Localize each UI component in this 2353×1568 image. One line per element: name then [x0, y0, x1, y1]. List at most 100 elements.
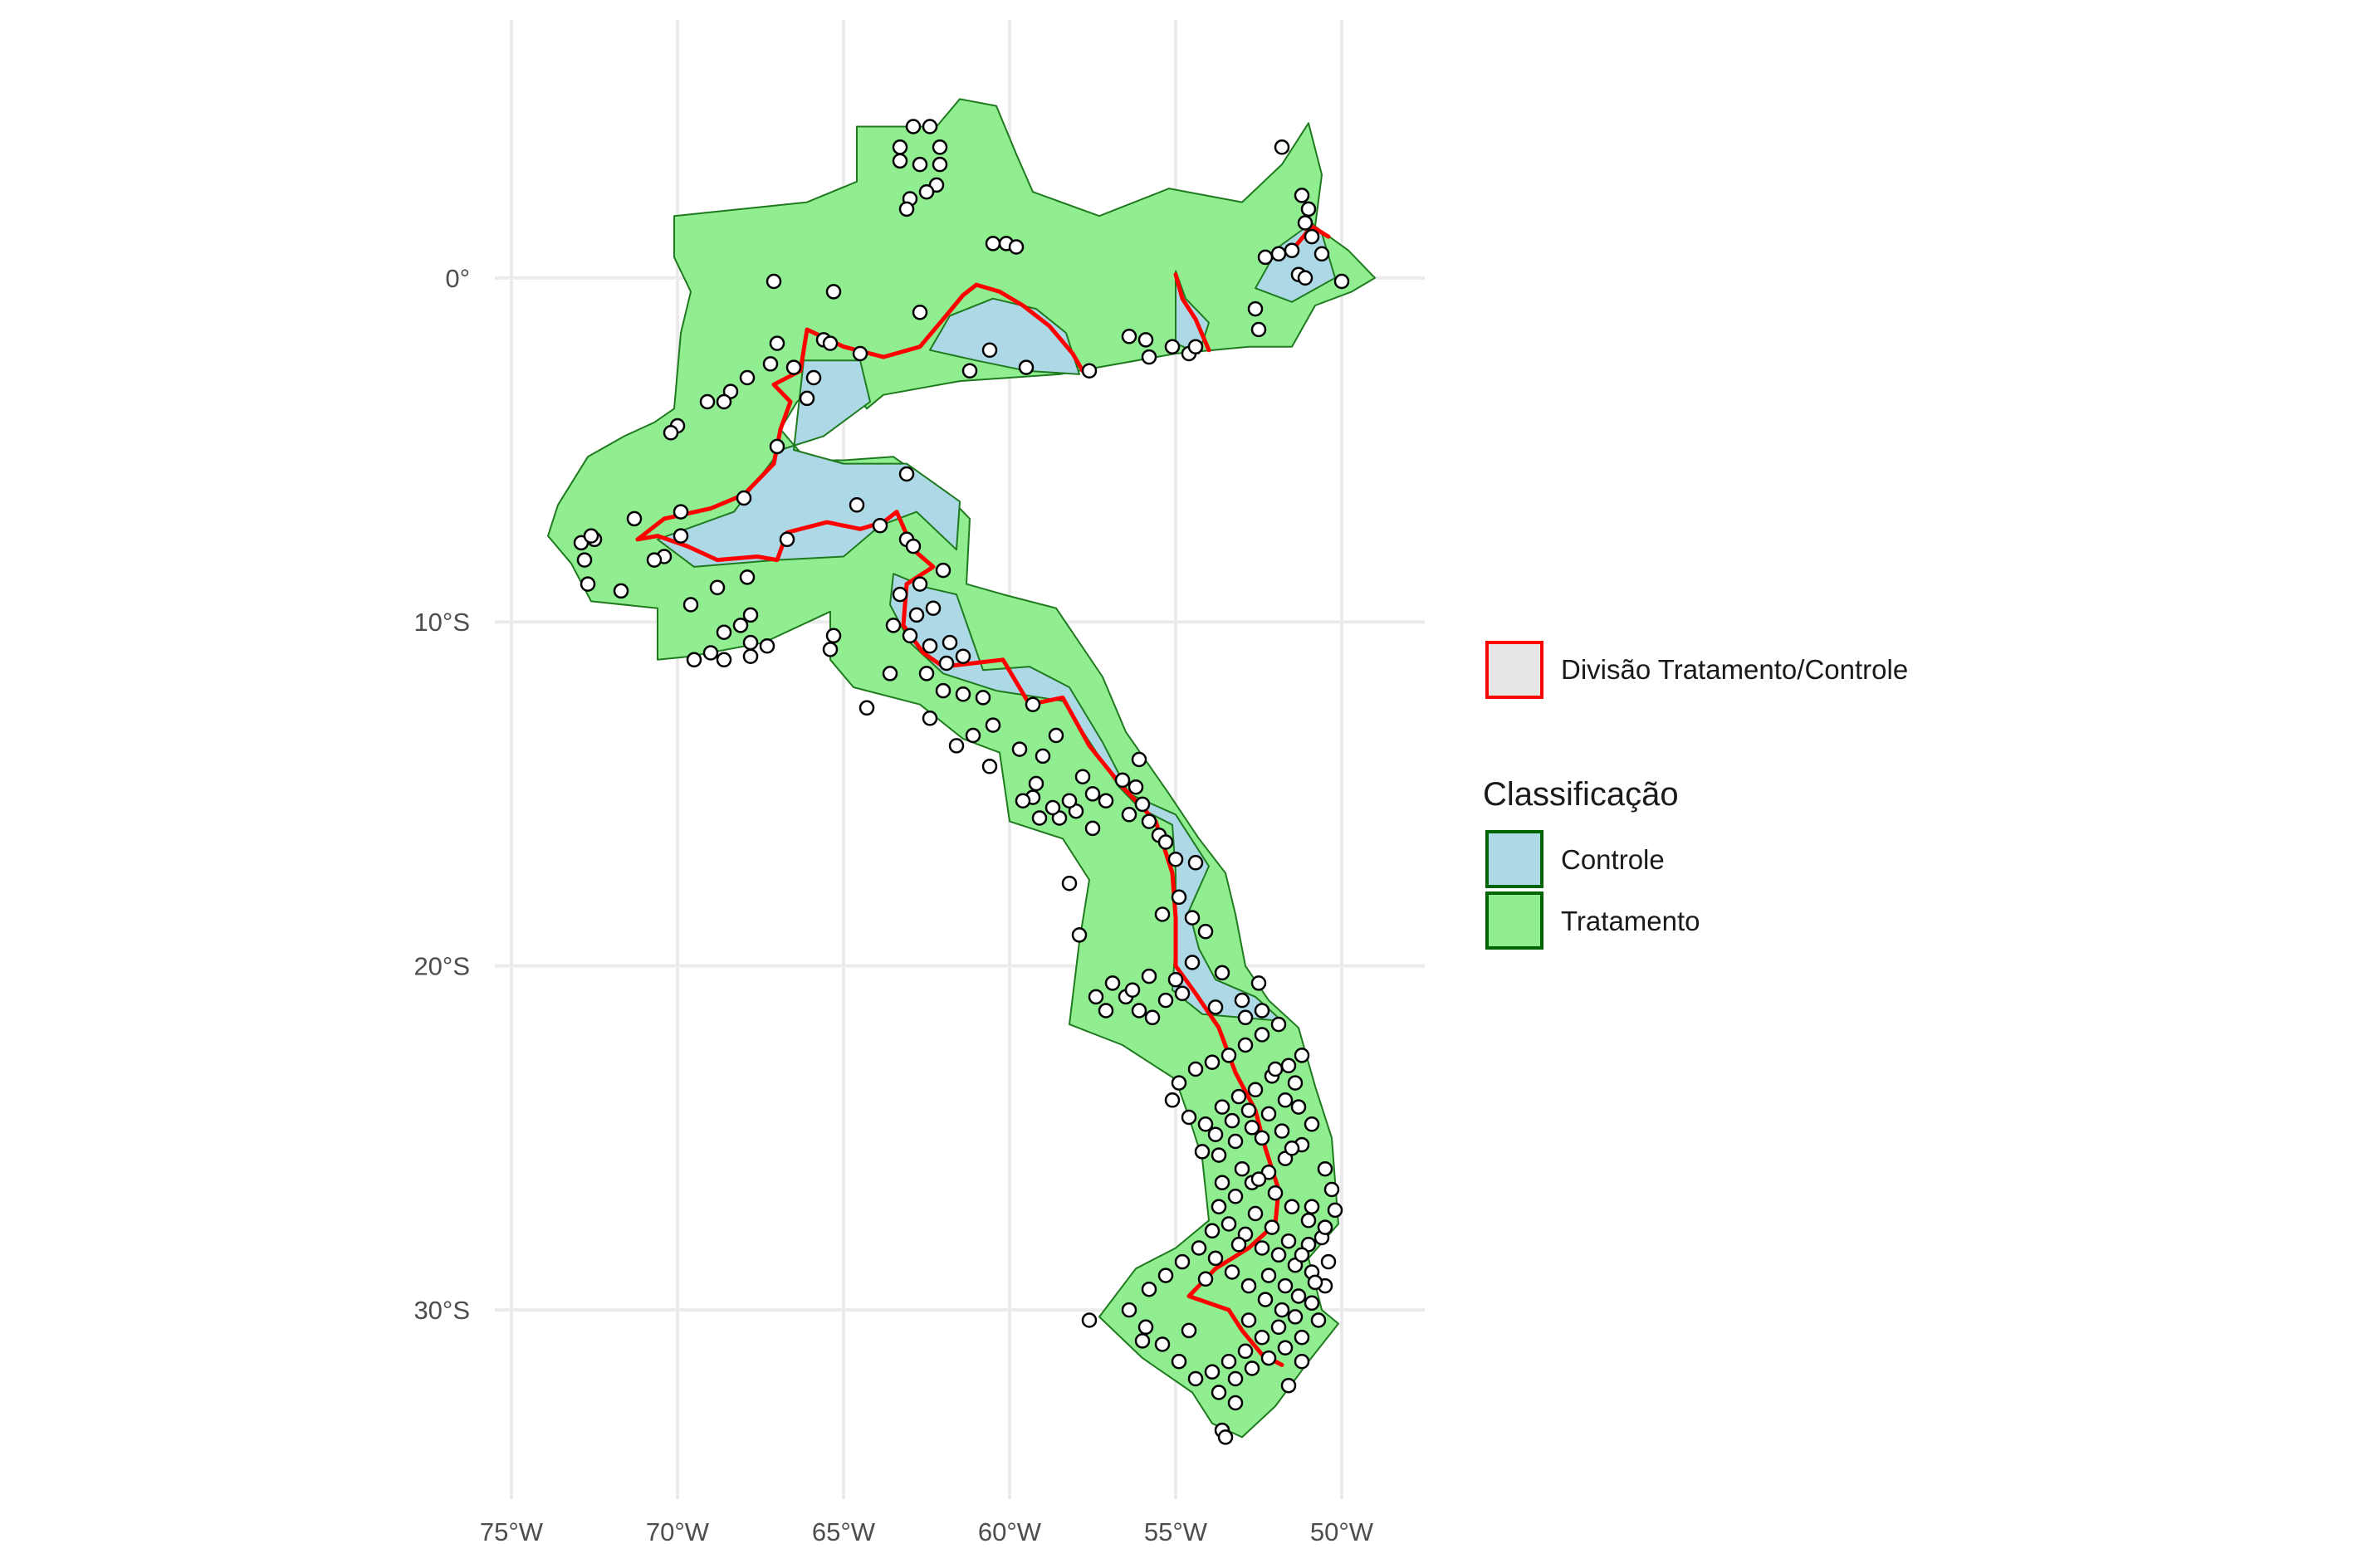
municipality-point: [673, 504, 689, 520]
municipality-point: [1011, 741, 1028, 757]
municipality-point: [925, 600, 942, 616]
y-axis-labels: 0° 10°S 20°S 30°S: [413, 264, 470, 1325]
municipality-point: [1187, 339, 1204, 354]
municipality-point: [1327, 1202, 1343, 1219]
municipality-point: [1230, 1088, 1247, 1105]
municipality-point: [1204, 1223, 1221, 1239]
municipality-point: [1221, 1353, 1237, 1370]
municipality-point: [1061, 793, 1078, 808]
municipality-point: [739, 369, 756, 386]
municipality-point: [852, 345, 868, 362]
municipality-point: [1297, 215, 1313, 231]
municipality-point: [1121, 329, 1137, 344]
legend-division-key: [1485, 641, 1543, 699]
municipality-point: [1274, 1123, 1290, 1139]
municipality-point: [922, 119, 938, 134]
municipality-point: [961, 363, 978, 379]
municipality-point: [918, 183, 935, 200]
municipality-point: [859, 700, 875, 716]
municipality-point: [1084, 820, 1101, 837]
municipality-point: [1171, 1353, 1187, 1370]
municipality-point: [1290, 1288, 1307, 1304]
y-tick-label: 10°S: [413, 608, 470, 637]
municipality-point: [1048, 727, 1064, 744]
municipality-point: [613, 583, 629, 599]
municipality-point: [766, 273, 782, 290]
municipality-point: [799, 390, 815, 407]
municipality-point: [898, 201, 915, 217]
municipality-point: [908, 607, 925, 623]
municipality-point: [1240, 1312, 1257, 1328]
municipality-point: [885, 618, 902, 633]
municipality-point: [1294, 188, 1310, 203]
municipality-point: [1134, 796, 1151, 813]
municipality-point: [1280, 1058, 1297, 1074]
municipality-point: [918, 666, 935, 681]
municipality-point: [872, 517, 888, 534]
municipality-point: [1157, 834, 1174, 850]
municipality-points: [573, 119, 1350, 1445]
municipality-point: [955, 648, 971, 664]
municipality-point: [1294, 1048, 1310, 1063]
municipality-point: [1257, 249, 1274, 266]
municipality-point: [1124, 982, 1141, 998]
municipality-point: [1237, 1009, 1254, 1026]
municipality-point: [1141, 968, 1157, 984]
municipality-point: [1304, 228, 1320, 245]
municipality-point: [981, 342, 998, 359]
municipality-point: [822, 642, 839, 657]
municipality-point: [576, 552, 593, 568]
municipality-point: [1270, 1016, 1287, 1033]
municipality-point: [1234, 992, 1250, 1009]
municipality-point: [1244, 1360, 1260, 1376]
municipality-point: [1290, 1099, 1307, 1115]
municipality-point: [580, 576, 596, 592]
municipality-point: [1164, 1092, 1181, 1108]
municipality-point: [902, 628, 918, 644]
municipality-point: [1018, 359, 1035, 375]
municipality-point: [1254, 1130, 1270, 1146]
municipality-point: [1174, 985, 1191, 1002]
municipality-point: [912, 156, 928, 173]
municipality-point: [1254, 1003, 1270, 1018]
municipality-point: [1284, 1141, 1300, 1156]
y-tick-label: 0°: [445, 264, 470, 293]
municipality-point: [1250, 1171, 1267, 1187]
municipality-point: [583, 528, 599, 544]
municipality-point: [1250, 975, 1267, 991]
municipality-point: [905, 119, 922, 134]
legend-controle-key: [1485, 830, 1543, 888]
municipality-point: [1280, 1233, 1297, 1249]
municipality-point: [1227, 1395, 1244, 1411]
municipality-point: [1171, 1075, 1187, 1091]
municipality-point: [1267, 1185, 1284, 1201]
municipality-point: [1307, 1274, 1323, 1291]
municipality-point: [892, 586, 908, 603]
municipality-point: [825, 628, 842, 644]
municipality-point: [1167, 971, 1184, 988]
legend-controle-label: Controle: [1561, 844, 1665, 875]
municipality-point: [1260, 1106, 1277, 1122]
municipality-point: [1287, 1075, 1304, 1091]
municipality-point: [912, 305, 928, 320]
municipality-point: [1230, 1237, 1247, 1253]
municipality-point: [716, 624, 732, 640]
municipality-point: [1317, 1219, 1333, 1235]
municipality-point: [975, 690, 991, 706]
municipality-point: [682, 597, 699, 613]
municipality-point: [716, 652, 732, 668]
municipality-point: [732, 618, 749, 633]
municipality-point: [1217, 1429, 1234, 1445]
municipality-point: [1061, 875, 1078, 891]
municipality-point: [779, 531, 795, 548]
municipality-point: [1214, 965, 1230, 981]
municipality-point: [935, 682, 951, 699]
municipality-point: [1137, 332, 1154, 348]
municipality-point: [1240, 1102, 1257, 1118]
municipality-point: [1207, 999, 1224, 1015]
municipality-point: [1144, 1009, 1161, 1026]
municipality-point: [742, 607, 759, 623]
municipality-point: [736, 490, 752, 506]
municipality-point: [985, 236, 1001, 252]
